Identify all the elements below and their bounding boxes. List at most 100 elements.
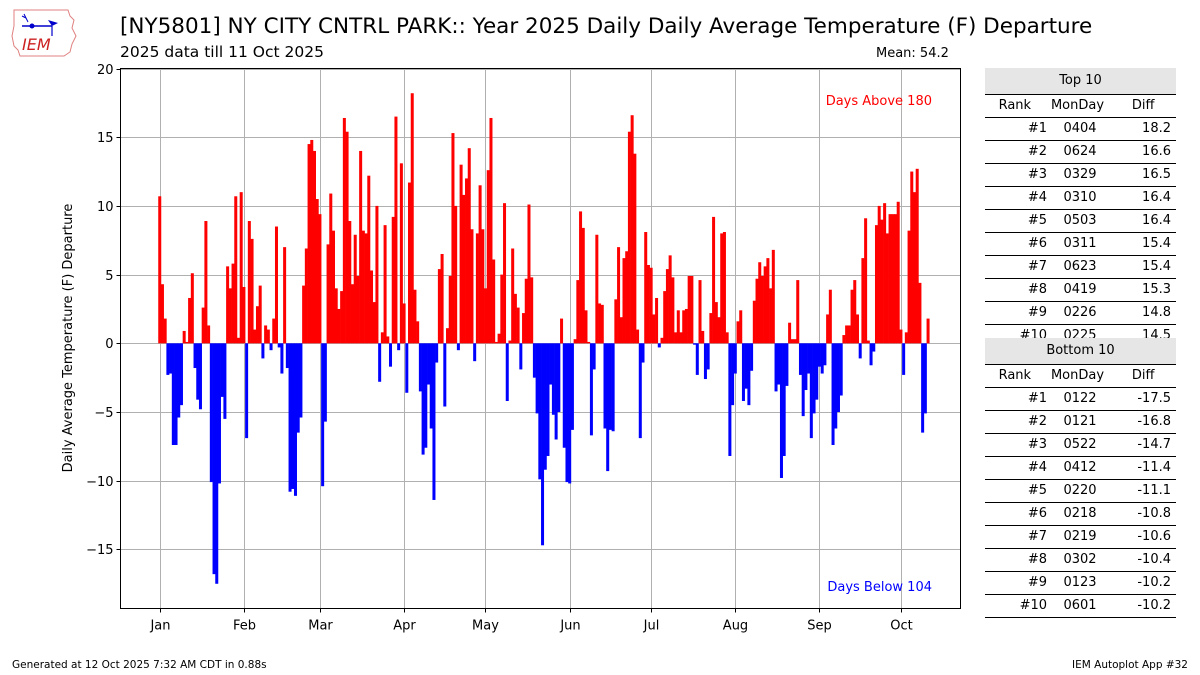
- days-below-annotation: Days Below 104: [827, 580, 932, 595]
- rank-cell: #9: [1027, 575, 1047, 590]
- bar-above: [847, 325, 851, 344]
- bar-above: [380, 332, 384, 344]
- bar-below: [703, 343, 707, 380]
- bar-above: [671, 277, 675, 344]
- bar-above: [163, 318, 167, 344]
- bar-above: [790, 339, 794, 344]
- bar-above: [318, 214, 322, 344]
- bar-below: [291, 343, 295, 489]
- chart-subtitle: 2025 data till 11 Oct 2025: [120, 43, 324, 61]
- bar-above: [598, 303, 602, 344]
- x-tick-label: Mar: [308, 619, 333, 634]
- top-10-table: Top 10 Rank MonDay Diff #1 0404 18.2 #2 0624…: [985, 68, 1176, 348]
- bar-below: [435, 343, 439, 363]
- bar-above: [383, 225, 387, 344]
- bar-above: [725, 332, 729, 344]
- bar-below: [532, 343, 536, 378]
- rank-cell: #6: [1027, 506, 1047, 521]
- bar-below: [921, 343, 925, 433]
- bar-above: [910, 171, 914, 344]
- bar-above: [788, 322, 792, 344]
- bar-above: [394, 116, 398, 344]
- bar-above: [793, 339, 797, 344]
- bar-below: [774, 343, 778, 392]
- bar-above: [302, 285, 306, 344]
- bar-above: [413, 289, 417, 344]
- monday-cell: 0310: [1063, 190, 1097, 205]
- bar-above: [915, 168, 919, 344]
- monday-cell: 0219: [1063, 529, 1097, 544]
- bar-above: [907, 230, 911, 344]
- y-tick-label: −15: [86, 543, 113, 558]
- bar-above: [522, 313, 526, 344]
- monday-cell: 0503: [1063, 213, 1097, 228]
- bar-above: [576, 280, 580, 344]
- table-row: #3 0522 -14.7: [985, 434, 1176, 457]
- bar-above: [348, 221, 352, 344]
- bar-above: [769, 288, 773, 344]
- bar-above: [207, 325, 211, 344]
- bottom-10-title: Bottom 10: [985, 338, 1176, 365]
- bar-above: [226, 266, 230, 344]
- bar-below: [589, 343, 593, 436]
- bar-below: [554, 343, 558, 440]
- bar-above: [410, 93, 414, 344]
- bar-above: [440, 254, 444, 344]
- bar-above: [402, 303, 406, 344]
- bar-below: [293, 343, 297, 496]
- bar-below: [418, 343, 422, 392]
- bar-above: [492, 259, 496, 344]
- bar-above: [679, 332, 683, 344]
- bar-above: [855, 314, 859, 344]
- table-row: #5 0220 -11.1: [985, 480, 1176, 503]
- bar-above: [845, 325, 849, 344]
- bar-above: [665, 269, 669, 344]
- bar-below: [641, 343, 645, 363]
- diff-cell: -10.2: [1137, 598, 1171, 613]
- bar-above: [796, 280, 800, 344]
- bar-above: [500, 274, 504, 344]
- bar-below: [389, 343, 393, 367]
- bar-above: [861, 258, 865, 344]
- rank-cell: #1: [1027, 121, 1047, 136]
- bar-above: [891, 214, 895, 344]
- rank-cell: #7: [1027, 259, 1047, 274]
- bar-above: [239, 192, 243, 344]
- y-tick-label: −5: [94, 406, 113, 421]
- bar-above: [701, 330, 705, 344]
- bar-below: [538, 343, 542, 480]
- bar-above: [663, 291, 667, 344]
- bar-below: [809, 343, 813, 439]
- col-monday: MonDay: [1050, 368, 1105, 383]
- bar-above: [416, 321, 420, 344]
- y-tick-label: 20: [97, 63, 114, 78]
- bar-above: [722, 232, 726, 344]
- bar-above: [497, 333, 501, 344]
- plot-frame: [120, 68, 961, 609]
- bar-above: [475, 233, 479, 344]
- bar-above: [307, 144, 311, 344]
- bar-below: [777, 343, 781, 385]
- bar-below: [820, 343, 824, 374]
- bar-below: [817, 343, 821, 367]
- bar-above: [736, 321, 740, 344]
- diff-cell: -11.4: [1137, 460, 1171, 475]
- bar-below: [198, 343, 202, 410]
- bar-above: [478, 185, 482, 344]
- rank-cell: #2: [1027, 414, 1047, 429]
- rank-cell: #4: [1027, 460, 1047, 475]
- y-axis-label: Daily Average Temperature (F) Departure: [61, 204, 76, 473]
- bar-below: [611, 343, 615, 432]
- y-axis-ticks: −15 −10 −5 0 5 10 15 20: [86, 63, 121, 558]
- bottom-10-table: Bottom 10 Rank MonDay Diff #1 0122 -17.5 #2…: [985, 338, 1176, 618]
- bar-below: [245, 343, 249, 439]
- bar-above: [228, 288, 232, 344]
- bar-above: [448, 275, 452, 344]
- bar-above: [386, 336, 390, 344]
- bar-chart: −15 −10 −5 0 5 10 15 20 Jan Feb Mar Apr May Jun Jul Au…: [61, 63, 961, 634]
- bar-above: [763, 266, 767, 344]
- diff-cell: 15.3: [1142, 282, 1171, 297]
- top-10-column-headers: Rank MonDay Diff: [985, 95, 1176, 118]
- diff-cell: 15.4: [1142, 236, 1171, 251]
- bar-above: [253, 329, 257, 344]
